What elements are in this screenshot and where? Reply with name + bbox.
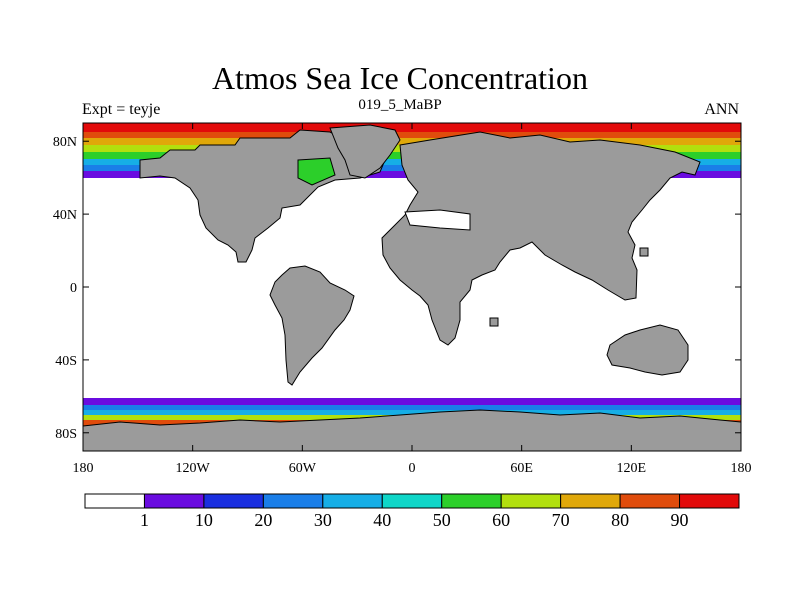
colorbar-swatch	[560, 493, 621, 509]
y-tick-label: 40S	[55, 354, 77, 369]
season-label: ANN	[704, 101, 739, 118]
mediterranean-sea	[404, 209, 471, 231]
antarctica-land	[83, 409, 741, 451]
chart-subtitle: 019_5_MaBP	[358, 97, 442, 113]
x-tick-label: 0	[409, 461, 416, 476]
x-tick-label: 120W	[176, 461, 211, 476]
x-tick-label: 60E	[510, 461, 533, 476]
map-area	[83, 123, 741, 451]
colorbar-label: 90	[671, 510, 689, 530]
sumatra-island	[489, 317, 499, 327]
colorbar-swatch	[381, 493, 443, 509]
y-tick-label: 80N	[53, 135, 77, 150]
colorbar-swatch	[84, 493, 145, 509]
colorbar-label: 20	[254, 510, 272, 530]
colorbar-label: 10	[195, 510, 213, 530]
colorbar-swatch	[500, 493, 562, 509]
colorbar-swatch	[143, 493, 205, 509]
colorbar-label: 60	[492, 510, 510, 530]
colorbar: 1 10 20 30 40 50 60 70 80 90	[84, 493, 740, 530]
colorbar-swatch	[441, 493, 502, 509]
colorbar-label: 50	[433, 510, 451, 530]
hudson-bay-ice	[297, 157, 336, 186]
colorbar-label: 40	[373, 510, 391, 530]
experiment-label: Expt = teyje	[82, 101, 161, 118]
colorbar-swatch	[679, 493, 740, 509]
axis-ticks: 180 120W 60W 0 60E 120E 180 80N 40N 0 40S 80S	[53, 123, 752, 476]
colorbar-swatch	[203, 493, 264, 509]
y-tick-label: 80S	[55, 427, 77, 442]
land-masses	[83, 124, 741, 451]
x-tick-label: 180	[731, 461, 752, 476]
japan-island	[639, 247, 649, 257]
colorbar-label: 30	[314, 510, 332, 530]
x-tick-label: 60W	[289, 461, 317, 476]
colorbar-label: 80	[611, 510, 629, 530]
chart-title: Atmos Sea Ice Concentration	[212, 60, 588, 96]
south-america-land	[269, 265, 355, 386]
colorbar-swatch	[619, 493, 681, 509]
y-tick-label: 0	[70, 281, 77, 296]
greenland-land	[329, 124, 401, 179]
colorbar-label: 1	[140, 510, 149, 530]
colorbar-swatch	[262, 493, 324, 509]
y-tick-label: 40N	[53, 208, 77, 223]
eurasia-africa-land	[381, 131, 701, 346]
colorbar-swatch	[322, 493, 383, 509]
x-tick-label: 120E	[617, 461, 647, 476]
australia-land	[606, 324, 689, 376]
x-tick-label: 180	[73, 461, 94, 476]
colorbar-label: 70	[552, 510, 570, 530]
north-pacific-open-water	[83, 178, 203, 198]
